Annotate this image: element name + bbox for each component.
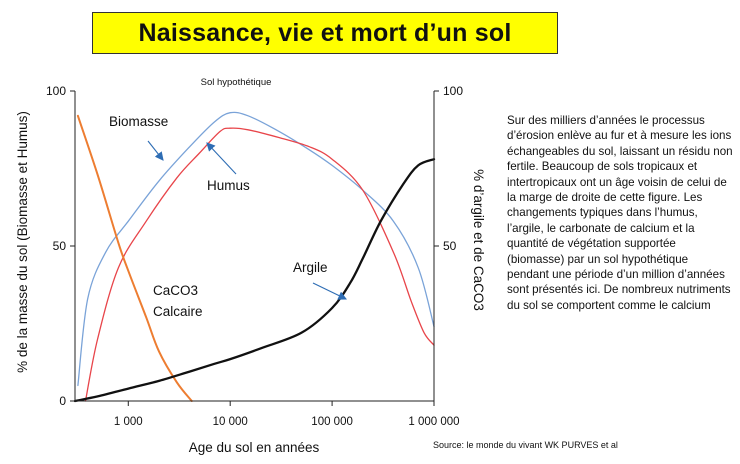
- x-tick-label: 10 000: [213, 416, 248, 428]
- annotation-arrow: [312, 282, 347, 300]
- chart-source: Source: le monde du vivant WK PURVES et …: [433, 440, 618, 450]
- series-annotation: Biomasse: [109, 114, 168, 129]
- y-axis-label-right: % d’argile et de CaCO3: [471, 169, 486, 311]
- x-tick-label: 100 000: [311, 416, 353, 428]
- series-annotation: CaCO3: [153, 283, 198, 298]
- x-tick-label: 1 000 000: [408, 416, 459, 428]
- annotation-arrow: [147, 140, 164, 161]
- series-line-biomasse: [77, 111, 435, 387]
- series-annotation: Humus: [207, 178, 250, 193]
- y-tick-label-right: 50: [443, 239, 457, 253]
- chart-description: Sur des milliers d’années le processus d…: [507, 114, 733, 312]
- x-axis-label: Age du sol en années: [189, 440, 320, 455]
- annotation-arrow: [206, 142, 237, 175]
- series-line-argile: [73, 158, 436, 403]
- x-tick-label: 1 000: [114, 416, 143, 428]
- series-annotation: Calcaire: [153, 304, 203, 319]
- page-title: Naissance, vie et mort d’un sol: [92, 12, 558, 54]
- y-tick-label-left: 100: [46, 84, 66, 98]
- y-axis-label-left: % de la masse du sol (Biomasse et Humus): [15, 111, 30, 373]
- y-tick-label-left: 0: [59, 394, 66, 408]
- y-tick-label-left: 50: [53, 239, 67, 253]
- series-line-humus: [84, 127, 435, 402]
- series-line-caco3-calcaire: [76, 114, 193, 402]
- series-annotation: Argile: [293, 260, 328, 275]
- chart-subtitle: Sol hypothétique: [201, 77, 272, 88]
- y-tick-label-right: 100: [443, 84, 463, 98]
